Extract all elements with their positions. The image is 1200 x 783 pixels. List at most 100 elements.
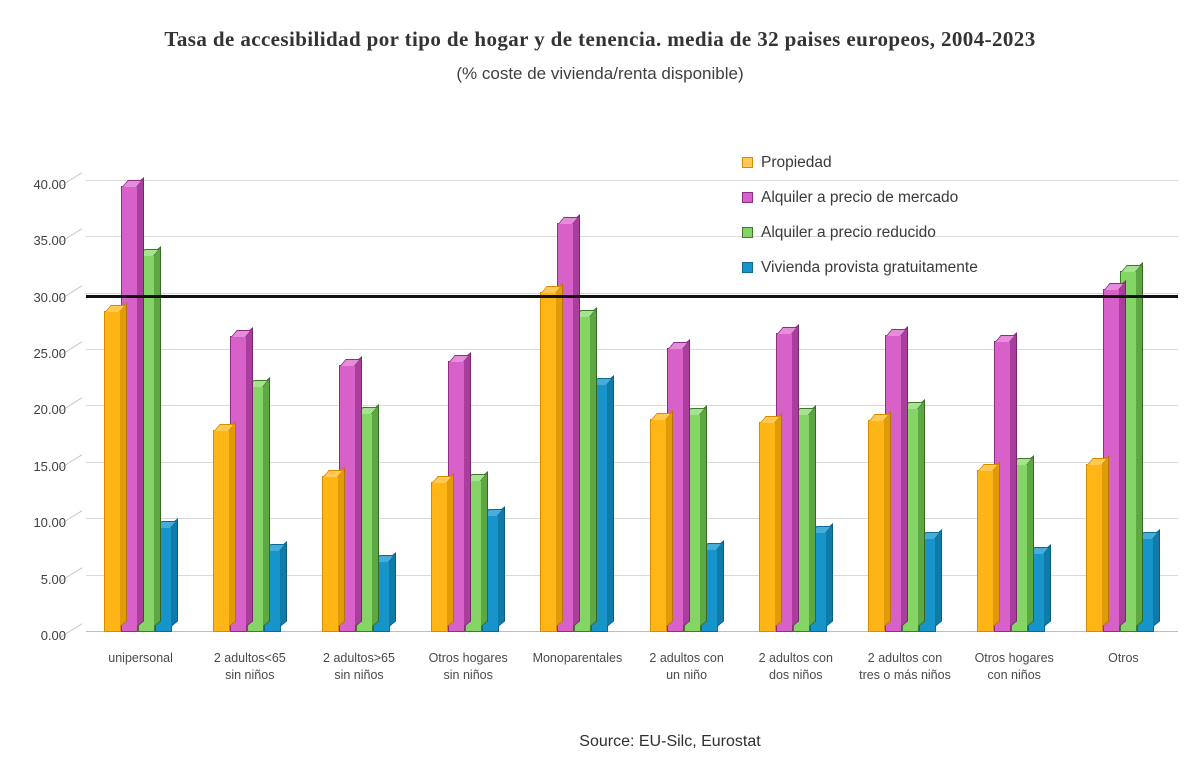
- bar-side-face: [573, 213, 581, 628]
- bar: [322, 467, 345, 632]
- y-axis-tick-label: 40.00: [33, 176, 66, 192]
- x-axis-label-line: Otros hogares: [974, 651, 1054, 665]
- gridline: [86, 236, 1178, 238]
- gridline: [86, 405, 1178, 407]
- title-block: Tasa de accesibilidad por tipo de hogar …: [0, 24, 1200, 87]
- legend-swatch-icon: [742, 262, 753, 273]
- x-axis-label-line: con niños: [987, 668, 1041, 682]
- bar-side-face: [1027, 455, 1035, 627]
- bar-side-face: [136, 177, 144, 628]
- bar-group: [103, 165, 178, 632]
- bar-side-face: [119, 301, 127, 627]
- bar-side-face: [1136, 262, 1144, 627]
- x-axis-label: Otros: [1061, 650, 1186, 667]
- x-axis-label-line: un niño: [666, 668, 708, 682]
- gridline: [86, 292, 1178, 294]
- legend-label: Alquiler a precio de mercado: [761, 188, 959, 206]
- bar-side-face: [993, 460, 1001, 627]
- x-axis-label: Otros hogares sin niños: [406, 650, 531, 684]
- bar-side-face: [1044, 544, 1052, 627]
- x-axis-label-line: sin niños: [225, 668, 275, 682]
- y-axis-tick-label: 35.00: [33, 233, 66, 249]
- legend-item-0[interactable]: Propiedad: [742, 145, 978, 180]
- chart-plot-wrapper: 0.00 5.00 10.00 15.00 20.00 25.00 30.00 35.00 40…: [0, 150, 1200, 650]
- bar-side-face: [825, 522, 833, 627]
- x-axis-label-line: unipersonal: [108, 651, 173, 665]
- chart-title: Tasa de accesibilidad por tipo de hogar …: [164, 27, 1036, 51]
- x-axis-label-line: 2 adultos<65: [213, 651, 286, 665]
- bar-side-face: [935, 529, 942, 627]
- bar-side-face: [228, 421, 236, 627]
- bar-side-face: [774, 413, 782, 627]
- bar-side-face: [607, 374, 615, 627]
- legend-swatch-icon: [742, 157, 753, 168]
- bar: [540, 283, 564, 632]
- bar-group: [868, 165, 942, 632]
- x-axis-label-line: 2 adultos con: [649, 651, 724, 665]
- bar-side-face: [1010, 332, 1018, 627]
- bar-side-face: [791, 324, 799, 627]
- bar-side-face: [682, 338, 690, 627]
- bar-side-face: [498, 505, 506, 627]
- bar-side-face: [170, 518, 178, 627]
- gridline: [86, 631, 1178, 632]
- x-axis-label: 2 adultos con un niño: [624, 650, 749, 684]
- y-axis-tick-label: 30.00: [33, 289, 66, 305]
- gridline: [86, 461, 1178, 463]
- x-axis-label-line: sin niños: [443, 668, 493, 682]
- bar-side-face: [665, 409, 673, 627]
- bar-group: [431, 165, 506, 632]
- bar-side-face: [245, 327, 253, 627]
- x-axis-category-labels: unipersonal 2 adultos<65 sin niños 2 adulto…: [86, 650, 1178, 710]
- chart-legend: Propiedad Alquiler a precio de mercado Alq…: [742, 145, 978, 285]
- bar-side-face: [918, 398, 925, 627]
- bar-side-face: [716, 539, 724, 627]
- x-axis-label: 2 adultos>65 sin niños: [296, 650, 421, 684]
- bar-side-face: [372, 404, 379, 627]
- bar-side-face: [1119, 280, 1127, 627]
- bar-side-face: [1153, 529, 1161, 627]
- y-axis-tick-label: 5.00: [40, 571, 66, 587]
- bar: [103, 301, 127, 632]
- bar-side-face: [153, 246, 161, 628]
- x-axis-label: 2 adultos con dos niños: [733, 650, 858, 684]
- bar-group: [540, 165, 615, 632]
- bar-side-face: [355, 355, 362, 627]
- plot-area: [59, 165, 1178, 638]
- legend-swatch-icon: [742, 192, 753, 203]
- bar-side-face: [901, 326, 908, 627]
- bar: [977, 460, 1001, 632]
- x-axis-label-line: 2 adultos con: [758, 651, 833, 665]
- legend-item-1[interactable]: Alquiler a precio de mercado: [742, 180, 978, 215]
- x-axis-label-line: sin niños: [334, 668, 384, 682]
- bar: [212, 421, 236, 632]
- y-axis-tick-label: 0.00: [40, 628, 66, 643]
- legend-label: Alquiler a precio reducido: [761, 223, 936, 241]
- bar-group: [1086, 165, 1161, 632]
- reference-line: [86, 294, 1178, 298]
- x-axis-label-line: 2 adultos con: [867, 651, 943, 665]
- bar-side-face: [262, 377, 270, 627]
- x-axis-label: 2 adultos con tres o más niños: [842, 650, 967, 684]
- gridline: [86, 574, 1178, 576]
- bars-layer: [86, 165, 1178, 632]
- legend-label: Propiedad: [761, 153, 832, 171]
- x-axis-label: Otros hogares con niños: [952, 650, 1077, 684]
- bar: [1086, 455, 1110, 632]
- bar: [431, 473, 455, 632]
- legend-item-2[interactable]: Alquiler a precio reducido: [742, 215, 978, 250]
- x-axis-label-line: Otros hogares: [428, 651, 508, 665]
- legend-item-3[interactable]: Vivienda provista gratuitamente: [742, 250, 978, 285]
- x-axis-label-line: Otros: [1108, 651, 1139, 665]
- bar-group: [212, 165, 287, 632]
- chart-subtitle: (% coste de vivienda/renta disponible): [456, 64, 744, 83]
- x-axis-label-line: tres o más niños: [859, 668, 951, 682]
- bar-side-face: [1102, 455, 1110, 627]
- bar-group: [649, 165, 724, 632]
- y-axis-tick-label: 20.00: [33, 402, 66, 418]
- bar: [649, 409, 673, 632]
- y-axis-tick-label: 25.00: [33, 346, 66, 361]
- x-axis-label-line: Monoparentales: [532, 651, 623, 665]
- y-axis-tick-label: 15.00: [33, 458, 66, 474]
- bar-group: [758, 165, 833, 632]
